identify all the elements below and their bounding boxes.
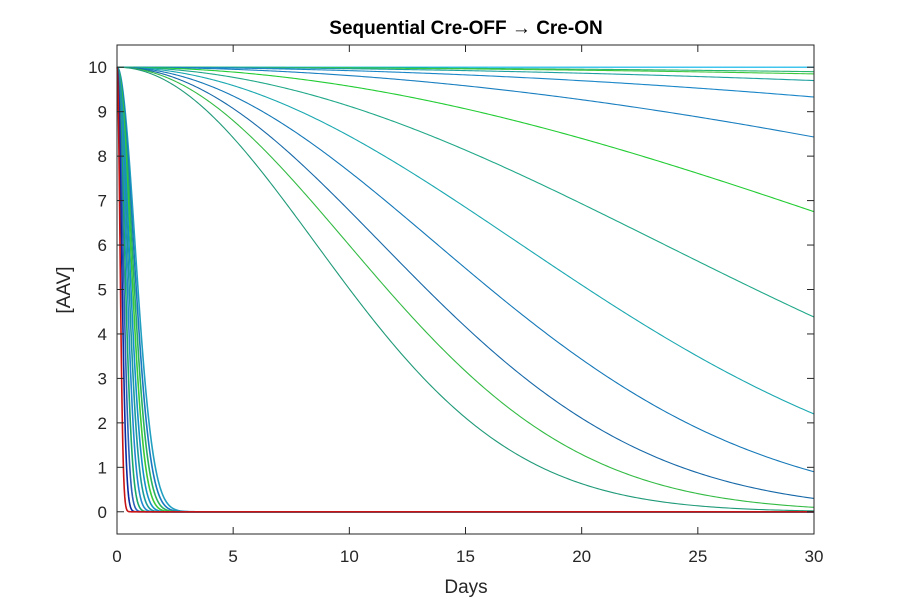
- x-tick-label: 25: [688, 547, 707, 566]
- x-tick-label: 20: [572, 547, 591, 566]
- series-line: [117, 66, 815, 318]
- x-axis-title: Days: [444, 577, 487, 598]
- plot-area: [117, 45, 814, 534]
- x-tick-label: 15: [456, 547, 475, 566]
- y-axis-title: [AAV]: [54, 266, 75, 313]
- y-tick-label: 5: [98, 281, 107, 300]
- y-tick-label: 4: [98, 325, 107, 344]
- y-tick-label: 3: [98, 369, 107, 388]
- series-line: [117, 66, 815, 415]
- y-tick-label: 0: [98, 503, 107, 522]
- series-line: [117, 66, 815, 473]
- x-tick-label: 10: [340, 547, 359, 566]
- y-tick-label: 1: [98, 458, 107, 477]
- series-line: [117, 66, 815, 508]
- series-layer: [116, 66, 815, 513]
- chart-title: Sequential Cre-OFF → Cre-ON: [329, 18, 602, 39]
- series-line: [117, 66, 815, 512]
- series-line: [117, 66, 815, 213]
- x-tick-label: 30: [805, 547, 824, 566]
- y-tick-label: 9: [98, 103, 107, 122]
- y-tick-label: 2: [98, 414, 107, 433]
- y-tick-label: 8: [98, 147, 107, 166]
- x-tick-label: 5: [228, 547, 237, 566]
- tick-layer: 0 5 10 15 20 25 30 0 1 2 3 4 5 6 7 8 9 10: [88, 45, 823, 566]
- y-tick-label: 6: [98, 236, 107, 255]
- y-tick-label: 10: [88, 58, 107, 77]
- series-line: [117, 66, 815, 499]
- x-tick-label: 0: [112, 547, 121, 566]
- y-tick-label: 7: [98, 192, 107, 211]
- series-line: [116, 66, 814, 513]
